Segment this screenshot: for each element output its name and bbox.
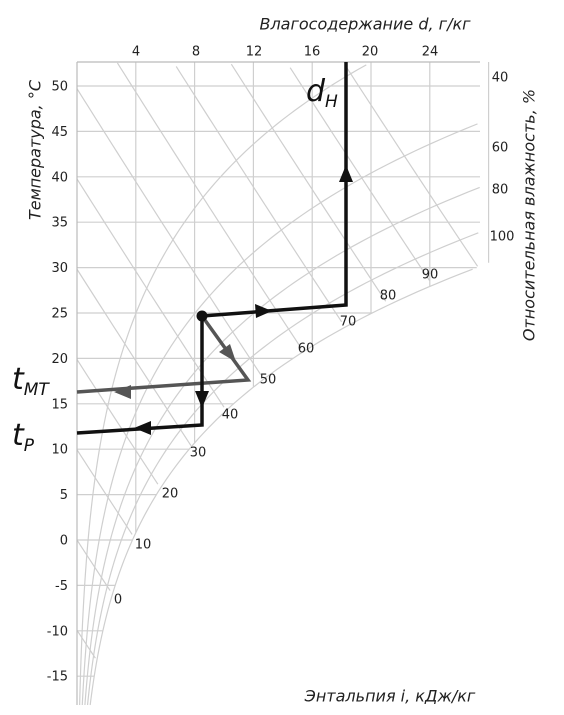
grid-line — [289, 67, 431, 282]
t-tick-label: 45 — [51, 125, 68, 140]
t-tick-label: -5 — [55, 579, 68, 594]
grid-line — [76, 629, 96, 659]
d-tick-label: 12 — [246, 45, 263, 60]
d-tick-label: 4 — [132, 45, 140, 60]
t-tick-label: 10 — [51, 443, 68, 458]
i-tick-label: 40 — [222, 408, 239, 423]
annotation-tp: tP — [12, 418, 35, 457]
annotation-main: t — [12, 418, 25, 453]
grid-line — [89, 268, 473, 706]
grid-line — [175, 66, 343, 323]
annotation-sub: P — [24, 436, 35, 456]
i-tick-label: 30 — [190, 446, 207, 461]
grid-line — [76, 268, 192, 446]
i-tick-label: 70 — [340, 315, 357, 330]
grid-line — [344, 65, 479, 267]
grid-line — [76, 359, 159, 485]
t-tick-label: 25 — [51, 307, 68, 322]
t-axis-label: Температура, °C — [26, 79, 45, 220]
rh-tick-label: 100 — [490, 230, 515, 245]
i-tick-label: 90 — [422, 268, 439, 283]
i-tick-label: 80 — [380, 289, 397, 304]
d-axis-label: Влагосодержание d, г/кг — [259, 15, 471, 34]
i-tick-label: 20 — [162, 487, 179, 502]
grid-line — [116, 62, 302, 349]
i-tick-label: 60 — [298, 342, 315, 357]
grid-line — [76, 449, 133, 535]
rh-tick-label: 80 — [492, 183, 509, 198]
d-tick-label: 24 — [422, 45, 439, 60]
i-tick-label: 10 — [135, 538, 152, 553]
t-tick-label: -10 — [47, 624, 68, 639]
grid-line — [230, 63, 387, 302]
grid-line — [79, 64, 367, 706]
rh-tick-label: 60 — [492, 141, 509, 156]
t-tick-label: 15 — [51, 397, 68, 412]
grid-line — [76, 539, 111, 591]
annotation-dh: dH — [306, 74, 338, 113]
i-tick-label: 0 — [114, 593, 122, 608]
process-lines — [76, 62, 353, 435]
annotation-main: t — [12, 362, 25, 397]
grid-line — [76, 178, 225, 408]
grid-line — [76, 88, 262, 376]
d-tick-label: 16 — [304, 45, 321, 60]
t-tick-label: 5 — [60, 488, 68, 503]
t-tick-label: -15 — [47, 670, 68, 685]
t-tick-label: 50 — [51, 80, 68, 95]
rh-tick-label: 40 — [492, 71, 509, 86]
annotation-tmt: tMT — [12, 362, 50, 401]
annotation-sub: MT — [24, 380, 51, 400]
t-tick-label: 35 — [51, 216, 68, 231]
annotation-sub: H — [325, 92, 338, 112]
d-tick-label: 20 — [362, 45, 379, 60]
t-tick-label: 40 — [51, 170, 68, 185]
rh-axis-label: Относительная влажность, % — [520, 89, 539, 341]
i-tick-label: 50 — [260, 373, 277, 388]
grid-line — [81, 123, 478, 706]
t-tick-label: 0 — [60, 534, 68, 549]
t-tick-label: 30 — [51, 261, 68, 276]
t-tick-label: 20 — [51, 352, 68, 367]
i-axis-label: Энтальпия i, кДж/кг — [304, 687, 476, 706]
annotation-main: d — [306, 74, 326, 109]
grid-line — [86, 232, 479, 706]
d-tick-label: 8 — [192, 45, 200, 60]
grid-line — [84, 186, 480, 706]
grid — [76, 62, 490, 706]
